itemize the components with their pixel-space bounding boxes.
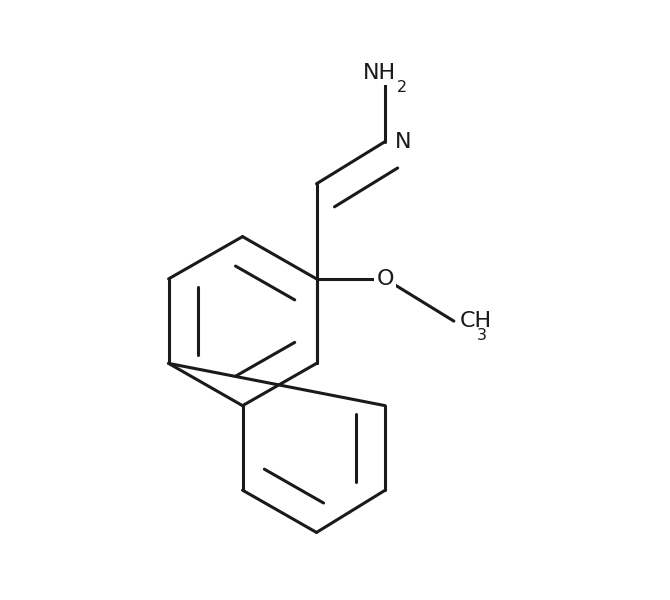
Text: N: N [395, 131, 411, 152]
Text: 3: 3 [477, 328, 487, 343]
Text: 2: 2 [397, 80, 407, 95]
Text: O: O [377, 269, 394, 289]
Text: CH: CH [460, 311, 492, 331]
Text: NH: NH [363, 63, 397, 83]
